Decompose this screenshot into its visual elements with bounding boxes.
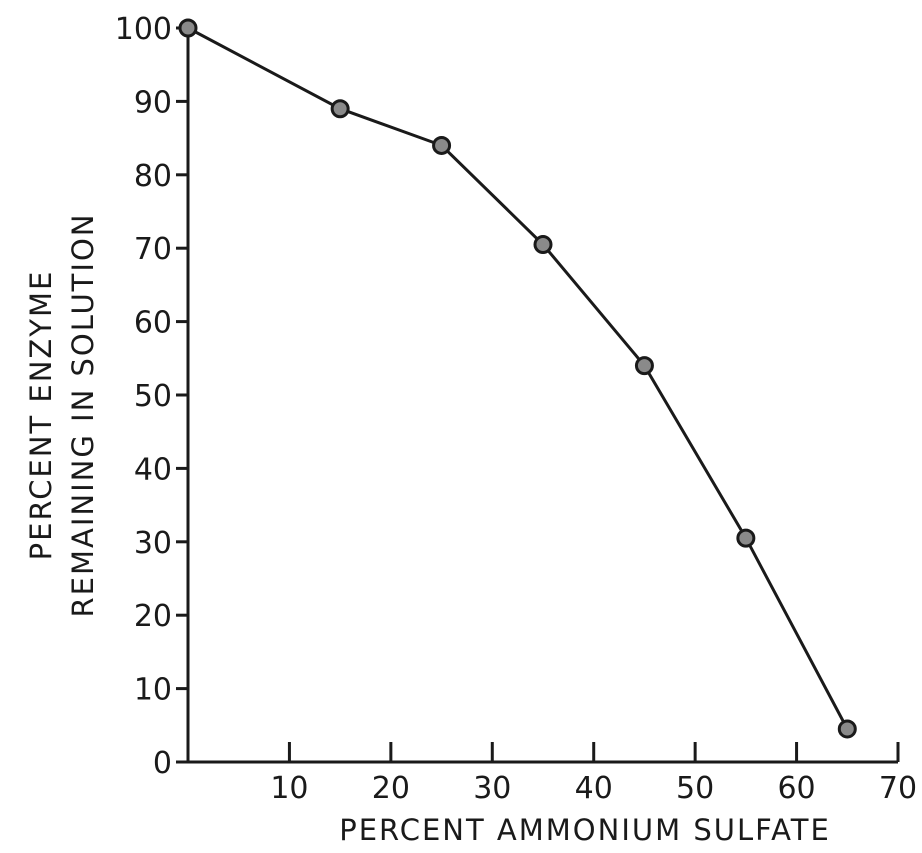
axes <box>186 28 898 764</box>
data-point <box>330 99 350 119</box>
y-tick-label-40: 40 <box>134 452 172 487</box>
x-tick-label-30: 30 <box>473 771 511 806</box>
y-tick-label-10: 10 <box>134 673 172 708</box>
x-tick-label-10: 10 <box>270 771 308 806</box>
series-line-0 <box>187 26 849 730</box>
y-axis-title-line-2: REMAINING IN SOLUTION <box>66 213 100 618</box>
y-tick-label-0: 0 <box>153 746 172 781</box>
y-ticks: 0 10 20 30 40 50 60 70 80 90 100 <box>115 12 188 781</box>
y-tick-label-50: 50 <box>134 379 172 414</box>
series <box>178 18 857 739</box>
y-tick-label-90: 90 <box>134 85 172 120</box>
data-point <box>634 356 654 376</box>
x-tick-label-20: 20 <box>372 771 410 806</box>
x-tick-label-50: 50 <box>676 771 714 806</box>
x-axis-title: PERCENT AMMONIUM SULFATE <box>339 813 831 847</box>
x-tick-label-60: 60 <box>777 771 815 806</box>
y-tick-label-70: 70 <box>134 232 172 267</box>
y-tick-label-30: 30 <box>134 526 172 561</box>
data-point <box>178 18 198 38</box>
data-point <box>736 528 756 548</box>
data-point <box>837 719 857 739</box>
y-tick-label-100: 100 <box>115 12 172 47</box>
x-ticks: 10 20 30 40 50 60 70 <box>270 742 917 806</box>
data-point <box>432 135 452 155</box>
y-tick-label-60: 60 <box>134 306 172 341</box>
y-tick-label-20: 20 <box>134 599 172 634</box>
data-point <box>533 235 553 255</box>
x-tick-label-70: 70 <box>879 771 917 806</box>
y-axis-title-line-1: PERCENT ENZYME <box>24 270 58 561</box>
y-tick-label-80: 80 <box>134 159 172 194</box>
x-tick-label-40: 40 <box>575 771 613 806</box>
